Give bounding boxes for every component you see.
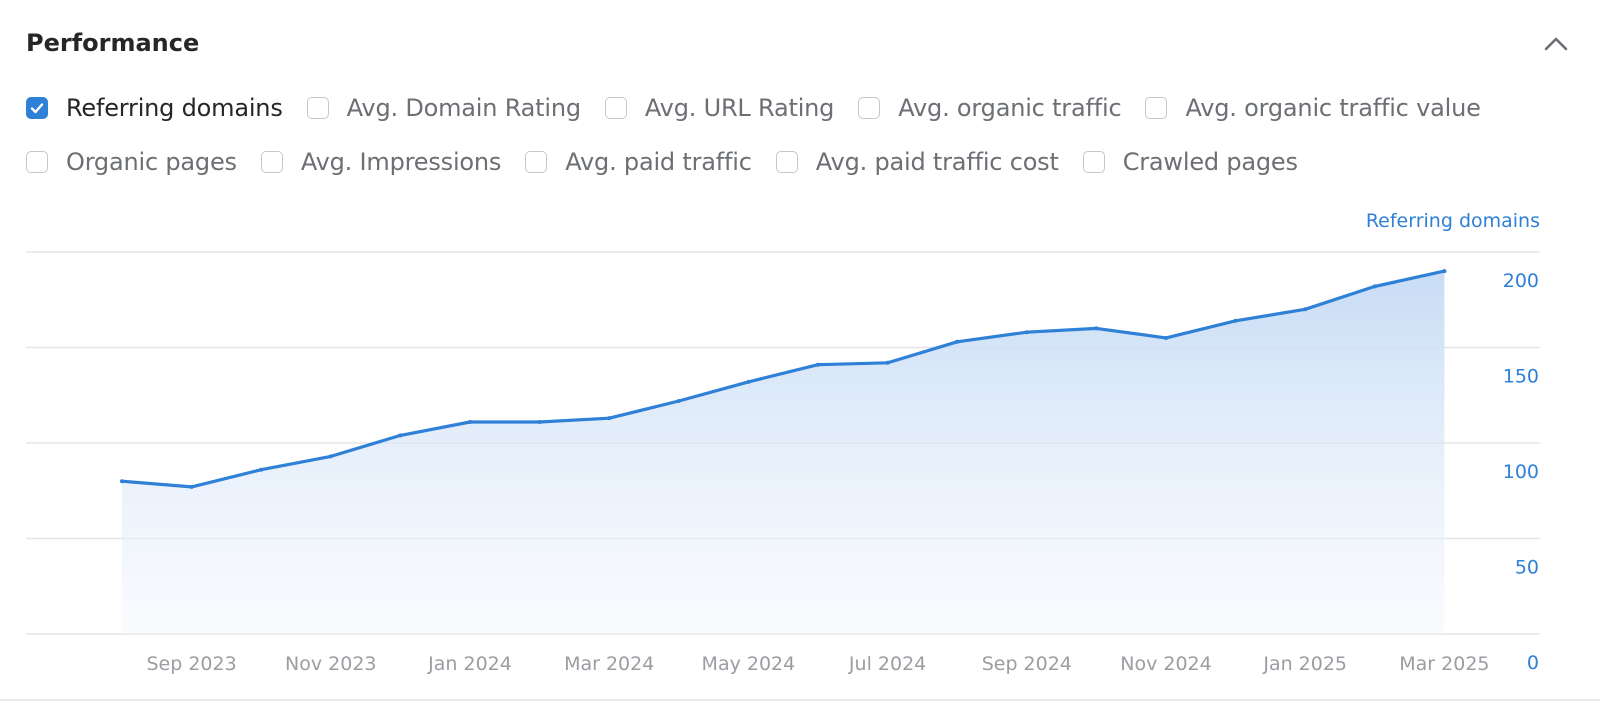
data-point[interactable] [607, 416, 612, 421]
referring-domains-chart: 200 150 100 50 0 Sep 2023 Nov 2023 Jan 2024 Mar… [26, 251, 1540, 675]
series-line-referring-domains[interactable] [120, 269, 1446, 489]
y-tick-label: 200 [1503, 270, 1539, 292]
filter-label: Avg. organic traffic value [1185, 94, 1481, 122]
x-tick-label: Jan 2024 [427, 653, 512, 675]
checkbox[interactable] [775, 151, 798, 173]
data-point[interactable] [1372, 284, 1377, 289]
checkbox[interactable] [1082, 151, 1105, 173]
filter-avg-paid-traffic[interactable]: Avg. paid traffic [525, 148, 752, 176]
data-point[interactable] [398, 433, 403, 438]
data-point[interactable] [537, 419, 542, 424]
panel-bottom-divider [0, 699, 1600, 701]
data-point[interactable] [259, 467, 264, 472]
data-point[interactable] [1442, 269, 1447, 274]
filter-row-2: Organic pages Avg. Impressions Avg. paid… [26, 144, 1566, 180]
filter-row-1: Referring domains Avg. Domain Rating Avg… [26, 90, 1566, 126]
data-point[interactable] [189, 484, 194, 489]
data-point[interactable] [885, 360, 890, 365]
x-tick-label: Sep 2023 [146, 653, 236, 675]
y-tick-label: 150 [1503, 366, 1539, 388]
filter-label: Avg. organic traffic [898, 94, 1122, 122]
x-tick-label: Jan 2025 [1262, 653, 1347, 675]
data-point[interactable] [955, 339, 960, 344]
filter-avg-url-rating[interactable]: Avg. URL Rating [604, 94, 835, 122]
x-tick-label: Mar 2025 [1399, 653, 1489, 675]
data-point[interactable] [746, 379, 751, 384]
data-point[interactable] [120, 479, 124, 484]
filter-label: Avg. Impressions [300, 148, 502, 176]
checkbox[interactable] [26, 151, 48, 173]
checkbox-checked[interactable] [26, 97, 48, 119]
x-tick-label: Nov 2024 [1120, 653, 1211, 675]
x-tick-label: Jul 2024 [848, 653, 926, 675]
filter-referring-domains[interactable]: Referring domains [26, 94, 283, 122]
x-tick-label: May 2024 [702, 653, 796, 675]
panel-header: Performance [26, 26, 1570, 60]
x-tick-label: Nov 2023 [285, 653, 376, 675]
data-point[interactable] [328, 454, 333, 459]
checkmark-icon [30, 103, 44, 114]
data-point[interactable] [1164, 335, 1168, 340]
filter-avg-impressions[interactable]: Avg. Impressions [260, 148, 502, 176]
checkbox[interactable] [525, 151, 548, 173]
data-point[interactable] [1303, 307, 1308, 312]
data-point[interactable] [1024, 330, 1029, 335]
checkbox[interactable] [260, 151, 283, 173]
data-point[interactable] [468, 419, 472, 424]
filter-organic-pages[interactable]: Organic pages [26, 148, 237, 176]
filter-label: Organic pages [66, 148, 237, 176]
checkbox[interactable] [858, 97, 881, 119]
y-tick-label: 100 [1503, 461, 1539, 483]
checkbox[interactable] [1145, 97, 1168, 119]
data-point[interactable] [1233, 318, 1238, 323]
filter-avg-domain-rating[interactable]: Avg. Domain Rating [306, 94, 581, 122]
filter-label: Avg. URL Rating [644, 94, 835, 122]
data-point[interactable] [1094, 326, 1099, 331]
metric-filters: Referring domains Avg. Domain Rating Avg… [26, 90, 1566, 198]
data-point[interactable] [816, 362, 820, 367]
x-tick-label: Mar 2024 [564, 653, 654, 675]
y-axis-title: Referring domains [1365, 210, 1540, 232]
y-tick-label: 0 [1527, 652, 1539, 674]
series-area-referring-domains [122, 271, 1445, 634]
y-tick-label: 50 [1515, 557, 1539, 579]
filter-label: Avg. Domain Rating [346, 94, 581, 122]
panel-title: Performance [26, 29, 200, 57]
filter-avg-organic-traffic-value[interactable]: Avg. organic traffic value [1145, 94, 1481, 122]
x-tick-label: Sep 2024 [982, 653, 1072, 675]
data-point[interactable] [676, 398, 681, 403]
filter-label: Avg. paid traffic cost [815, 148, 1059, 176]
collapse-button[interactable] [1542, 30, 1570, 56]
filter-label: Referring domains [66, 94, 283, 122]
filter-label: Crawled pages [1122, 148, 1298, 176]
filter-avg-organic-traffic[interactable]: Avg. organic traffic [858, 94, 1122, 122]
chevron-up-icon [1544, 37, 1568, 51]
filter-avg-paid-traffic-cost[interactable]: Avg. paid traffic cost [775, 148, 1059, 176]
checkbox[interactable] [604, 97, 627, 119]
checkbox[interactable] [306, 97, 329, 119]
filter-label: Avg. paid traffic [565, 148, 752, 176]
filter-crawled-pages[interactable]: Crawled pages [1082, 148, 1298, 176]
